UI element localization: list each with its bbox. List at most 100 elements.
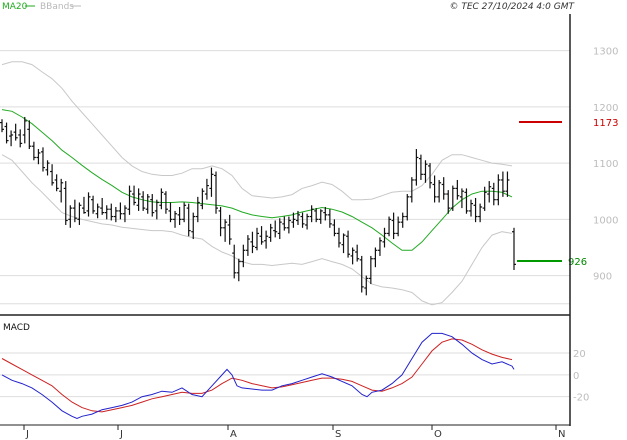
x-tick-label: S	[335, 429, 341, 440]
price-bars	[0, 116, 516, 296]
ohlc-bar	[68, 205, 73, 228]
macd-line	[1, 332, 515, 420]
bollinger-bands	[1, 61, 513, 306]
ohlc-bar	[182, 202, 187, 223]
price-tick-label: 1100	[593, 159, 618, 170]
ohlc-bar	[227, 214, 232, 245]
copyright-notice: © TEC 27/10/2024 4:0 GMT	[449, 2, 575, 12]
ohlc-bar	[72, 199, 77, 223]
ohlc-bar	[86, 192, 91, 217]
ohlc-bar	[491, 182, 496, 206]
price-tick-label: 1200	[593, 103, 618, 114]
ohlc-bar	[264, 230, 269, 249]
ohlc-bar	[459, 188, 464, 209]
ohlc-bar	[355, 244, 360, 262]
ohlc-bar	[223, 219, 228, 242]
ohlc-bar	[368, 255, 373, 285]
ohlc-bar	[400, 212, 405, 228]
ohlc-bar	[40, 147, 45, 172]
ohlc-bar	[63, 181, 68, 225]
ohlc-bar	[122, 205, 127, 223]
ohlc-bar	[9, 130, 14, 147]
price-levels: 1173 926	[517, 118, 618, 268]
macd-grid	[0, 352, 570, 398]
legend-bbands-label: BBands	[40, 2, 74, 12]
ohlc-bar	[291, 212, 296, 228]
ohlc-bar	[186, 203, 191, 237]
price-tick-label: 1300	[593, 47, 618, 58]
ohlc-bar	[469, 199, 474, 217]
ohlc-bar	[286, 216, 291, 234]
ohlc-bar	[332, 219, 337, 237]
ohlc-bar	[305, 213, 310, 230]
ohlc-bar	[145, 194, 150, 214]
ohlc-bar	[200, 188, 205, 210]
ohlc-bar	[0, 119, 4, 133]
ohlc-bar	[464, 188, 469, 214]
ohlc-bar	[13, 123, 18, 141]
ohlc-bar	[505, 171, 510, 197]
ohlc-bar	[255, 227, 259, 251]
ohlc-bar	[27, 120, 32, 150]
macd-tick-label: 20	[573, 349, 586, 360]
x-tick-label: J	[25, 429, 29, 440]
support-level-label: 926	[568, 257, 587, 268]
ohlc-bar	[245, 235, 250, 256]
ohlc-bar	[4, 122, 9, 144]
ohlc-bar	[150, 194, 155, 217]
ohlc-bar	[432, 175, 437, 203]
ohlc-bar	[22, 116, 27, 144]
ohlc-bar	[323, 206, 328, 221]
ohlc-bar	[437, 179, 442, 203]
ohlc-bar	[282, 216, 287, 231]
macd-tick-label: 0	[573, 371, 579, 382]
ohlc-bar	[336, 227, 341, 248]
ohlc-bar	[54, 174, 59, 192]
macd-lines	[1, 332, 515, 420]
ohlc-bar	[300, 212, 305, 228]
ohlc-bar	[441, 177, 446, 200]
ohlc-bar	[450, 185, 455, 211]
ohlc-bar	[195, 196, 200, 223]
ohlc-bar	[36, 149, 41, 165]
ohlc-bar	[159, 188, 164, 210]
ohlc-bar	[373, 247, 378, 268]
resistance-level-label: 1173	[593, 118, 618, 129]
ohlc-bar	[482, 186, 487, 211]
ohlc-bar	[512, 227, 516, 270]
ma20-path	[1, 109, 513, 251]
ohlc-bar	[163, 191, 168, 214]
ohlc-bar	[446, 190, 451, 214]
chart-header: MA20 BBands © TEC 27/10/2024 4:0 GMT	[2, 2, 575, 12]
ohlc-bar	[154, 199, 159, 220]
ohlc-bar	[309, 205, 314, 223]
ohlc-bar	[487, 181, 492, 203]
ohlc-bar	[414, 149, 419, 186]
ohlc-bar	[277, 218, 282, 240]
ohlc-bar	[295, 210, 300, 225]
ohlc-bar	[141, 191, 146, 211]
price-tick-label: 1000	[593, 215, 618, 226]
ohlc-bar	[387, 216, 392, 237]
ohlc-bar	[104, 205, 109, 220]
ohlc-bar	[95, 203, 100, 219]
ohlc-bar	[241, 244, 246, 268]
ohlc-bar	[478, 203, 483, 223]
ohlc-bar	[327, 209, 332, 228]
ohlc-bar	[204, 178, 209, 200]
ohlc-bar	[127, 185, 132, 215]
ohlc-bar	[496, 174, 501, 206]
ohlc-bar	[59, 178, 64, 203]
ohlc-bar	[232, 244, 237, 279]
ohlc-bar	[273, 220, 278, 238]
ohlc-bar	[405, 194, 410, 221]
ohlc-bar	[209, 167, 214, 197]
ohlc-bar	[359, 255, 364, 293]
ohlc-bar	[346, 230, 351, 258]
ohlc-bar	[428, 163, 433, 189]
x-tick-label: J	[119, 429, 123, 440]
ohlc-bar	[173, 210, 178, 228]
